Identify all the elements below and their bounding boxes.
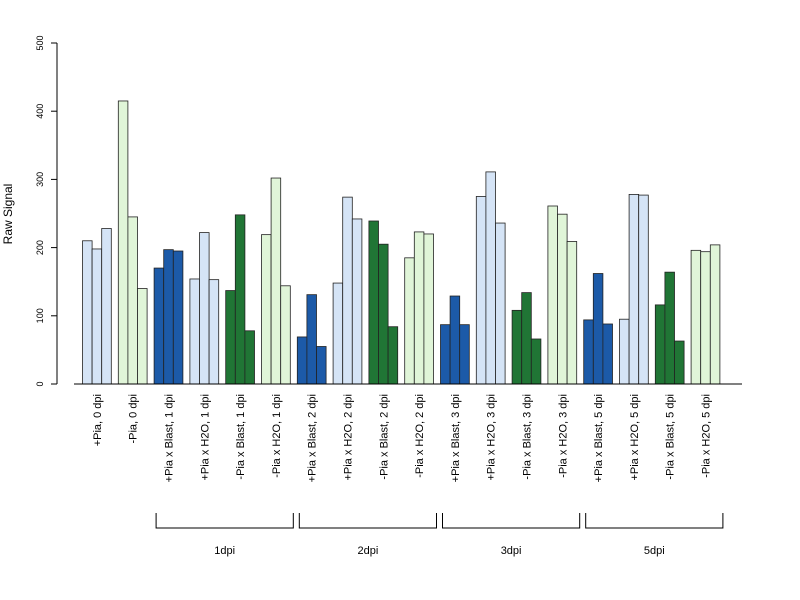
- category-label: +Pia x Blast, 5 dpi: [593, 394, 605, 482]
- y-tick-label: 0: [35, 381, 45, 386]
- bar: [700, 251, 711, 385]
- category-label: +Pia x H2O, 5 dpi: [629, 394, 641, 481]
- bar: [602, 323, 613, 385]
- bar: [485, 171, 496, 385]
- bar: [117, 100, 129, 385]
- bar: [270, 177, 282, 385]
- category-label: -Pia x Blast, 2 dpi: [378, 394, 390, 480]
- category-label: +Pia x Blast, 2 dpi: [307, 394, 319, 482]
- group-bracket: [298, 513, 437, 529]
- group-bracket: [585, 513, 724, 529]
- bar: [208, 279, 220, 385]
- group-label: 5dpi: [644, 545, 665, 557]
- bar: [332, 282, 344, 385]
- bar: [423, 233, 434, 385]
- bar: [583, 319, 594, 385]
- bar: [404, 257, 415, 385]
- bar: [351, 218, 363, 385]
- bar: [557, 213, 568, 385]
- bar: [387, 326, 399, 385]
- bar: [459, 324, 470, 385]
- bar: [413, 231, 425, 385]
- y-axis: 0 100 200 300 400 500: [35, 35, 58, 387]
- y-tick-label: 100: [35, 308, 45, 323]
- group-label: 3dpi: [501, 545, 522, 557]
- bar: [511, 309, 523, 385]
- bar: [475, 196, 487, 385]
- bar: [101, 228, 112, 385]
- bar: [619, 318, 630, 385]
- bar: [137, 288, 148, 385]
- bar: [654, 304, 666, 385]
- bar: [306, 294, 317, 385]
- bar: [163, 249, 174, 385]
- category-labels: +Pia, 0 dpi -Pia, 0 dpi +Pia x Blast, 1 dp…: [92, 394, 713, 482]
- bar: [664, 271, 675, 385]
- y-tick-label: 500: [35, 35, 45, 50]
- bar: [709, 244, 721, 385]
- bar: [91, 248, 103, 385]
- bar: [628, 194, 640, 385]
- category-label: +Pia x H2O, 3 dpi: [486, 394, 498, 481]
- y-tick-label: 300: [35, 172, 45, 187]
- bar: [530, 338, 542, 385]
- bar: [189, 278, 200, 385]
- y-axis-title: Raw Signal: [1, 184, 15, 245]
- bar: [440, 324, 451, 385]
- bars: [82, 100, 721, 385]
- bar: [244, 330, 255, 385]
- bar: [378, 243, 389, 385]
- bar: [449, 295, 461, 385]
- bar: [690, 249, 702, 385]
- category-label: -Pia x H2O, 1 dpi: [271, 394, 283, 478]
- group-brackets: 1dpi 2dpi 3dpi 5dpi: [155, 513, 724, 557]
- category-label: +Pia x H2O, 2 dpi: [343, 394, 355, 481]
- category-label: +Pia x H2O, 1 dpi: [199, 394, 211, 481]
- category-label: -Pia x H2O, 3 dpi: [557, 394, 569, 478]
- group-label: 2dpi: [358, 545, 379, 557]
- category-label: +Pia x Blast, 3 dpi: [450, 394, 462, 482]
- bar: [82, 240, 93, 385]
- bar: [199, 232, 210, 385]
- category-label: +Pia, 0 dpi: [92, 394, 104, 446]
- bar: [280, 285, 291, 385]
- bar: [127, 216, 138, 385]
- category-label: -Pia x Blast, 3 dpi: [522, 394, 534, 480]
- group-bracket: [155, 513, 294, 529]
- bar: [368, 220, 379, 385]
- group-bracket: [442, 513, 581, 529]
- group-label: 1dpi: [214, 545, 235, 557]
- bar: [234, 214, 246, 385]
- bar: [261, 234, 272, 385]
- bar: [566, 241, 578, 385]
- bar: [547, 205, 558, 385]
- bar: [521, 292, 532, 385]
- category-label: -Pia x Blast, 5 dpi: [665, 394, 677, 480]
- category-label: -Pia x H2O, 5 dpi: [701, 394, 713, 478]
- bar: [296, 336, 308, 385]
- y-tick-label: 400: [35, 104, 45, 119]
- y-tick-label: 200: [35, 240, 45, 255]
- bar: [342, 196, 353, 385]
- bar: [153, 267, 165, 385]
- bar: [495, 222, 506, 385]
- bar: [592, 273, 604, 385]
- category-label: -Pia x Blast, 1 dpi: [235, 394, 247, 480]
- bar: [674, 340, 685, 385]
- bar: [638, 194, 649, 385]
- bar: [172, 250, 184, 385]
- category-label: +Pia x Blast, 1 dpi: [164, 394, 176, 482]
- bar: [316, 346, 327, 385]
- bar: [225, 290, 236, 385]
- category-label: -Pia x H2O, 2 dpi: [414, 394, 426, 478]
- category-label: -Pia, 0 dpi: [128, 394, 140, 444]
